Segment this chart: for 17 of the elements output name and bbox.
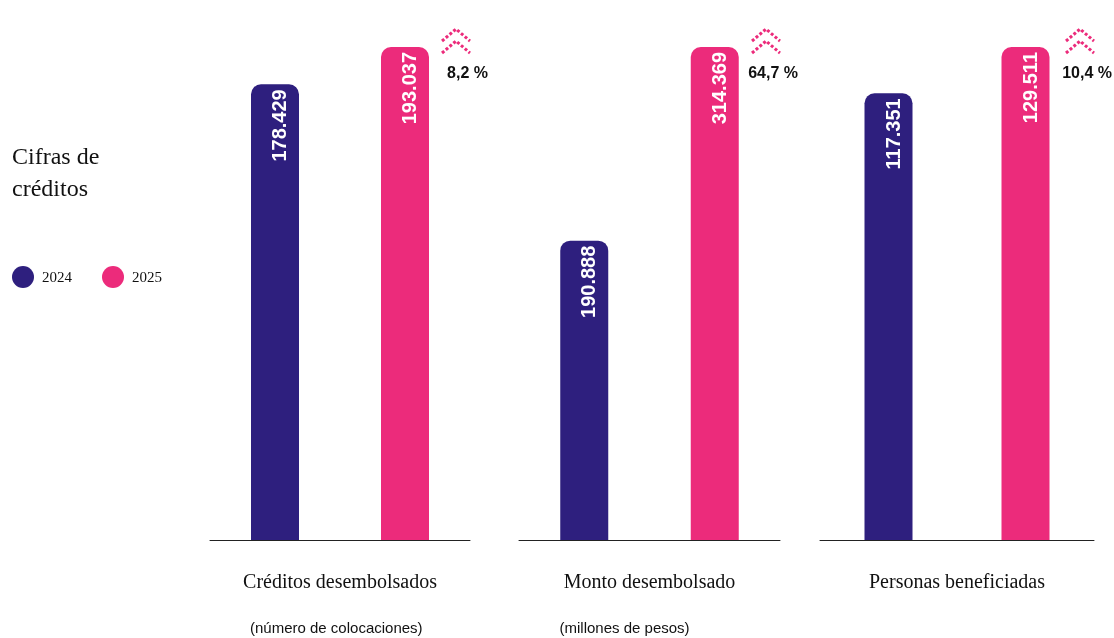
data-label: 129.511 — [1018, 51, 1041, 124]
x-axis-title: Personas beneficiadas — [868, 570, 1046, 592]
annotation: 10,4 % — [1062, 64, 1112, 82]
data-label: 178.429 — [268, 89, 290, 162]
data-label: 193.037 — [398, 51, 420, 125]
x-axis-title: Monto desembolsado — [563, 570, 736, 592]
annotation: 64,7 % — [748, 64, 798, 82]
legend-label: 2025 — [132, 268, 162, 286]
text: Cifras de créditos — [12, 142, 101, 203]
data-label: 314.369 — [707, 51, 730, 125]
annotation: 8,2 % — [447, 64, 489, 82]
legend-label: 2024 — [42, 268, 72, 286]
x-axis-title: Créditos desembolsados — [243, 570, 438, 592]
data-label: 190.888 — [577, 245, 600, 318]
text: (número de colocaciones) — [250, 619, 423, 636]
text: (millones de pesos) — [559, 619, 690, 636]
data-label: 117.351 — [881, 98, 904, 170]
